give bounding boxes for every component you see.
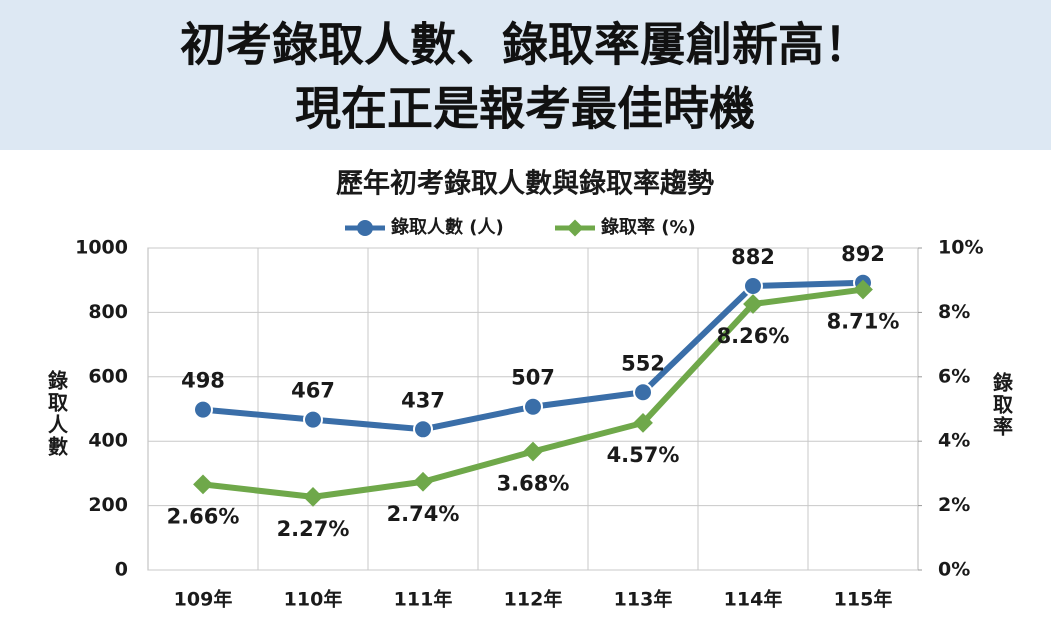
point <box>743 275 763 296</box>
data-label: 552 <box>621 351 665 375</box>
y-tick-label: 400 <box>88 430 128 452</box>
legend-label: 錄取率 (%) <box>601 216 696 238</box>
x-tick-label: 109年 <box>174 588 233 611</box>
banner <box>0 0 1051 150</box>
x-tick-label: 115年 <box>834 588 893 611</box>
x-tick-label: 114年 <box>724 588 783 611</box>
data-label: 8.26% <box>717 324 790 348</box>
legend-label: 錄取人數 (人) <box>391 216 504 238</box>
legend-marker <box>357 220 373 236</box>
banner-title: 初考錄取人數、錄取率屢創新高！ <box>180 18 870 72</box>
data-label: 3.68% <box>497 472 570 496</box>
y2-tick-label: 10% <box>938 237 983 259</box>
y-tick-label: 600 <box>88 365 128 387</box>
y-tick-label: 0 <box>115 559 128 581</box>
data-label: 8.71% <box>827 310 900 334</box>
y-tick-label: 800 <box>88 301 128 323</box>
point <box>633 412 653 433</box>
x-tick-label: 110年 <box>284 588 343 611</box>
y2-tick-label: 4% <box>938 430 970 452</box>
y2-tick-label: 2% <box>938 494 970 516</box>
data-label: 2.66% <box>167 504 240 528</box>
point <box>413 419 433 440</box>
data-label: 2.74% <box>387 502 460 526</box>
data-label: 498 <box>181 369 225 393</box>
banner-subtitle: 現在正是報考最佳時機 <box>295 82 755 136</box>
point <box>193 474 213 495</box>
data-label: 467 <box>291 379 335 403</box>
y-tick-label: 200 <box>88 494 128 516</box>
point <box>523 441 543 462</box>
y2-axis-label: 錄取率 <box>990 371 1014 438</box>
data-label: 2.27% <box>277 517 350 541</box>
x-tick-label: 113年 <box>614 588 673 611</box>
y2-tick-label: 6% <box>938 365 970 387</box>
point <box>413 471 433 492</box>
y-axis-label: 錄取人數 <box>45 369 69 458</box>
point <box>523 396 543 417</box>
data-label: 437 <box>401 388 445 412</box>
data-label: 892 <box>841 242 885 266</box>
y2-tick-label: 8% <box>938 301 970 323</box>
data-label: 882 <box>731 245 775 269</box>
chart-title: 歷年初考錄取人數與錄取率趨勢 <box>336 168 714 200</box>
point <box>853 279 873 300</box>
point <box>633 382 653 403</box>
point <box>743 294 763 314</box>
data-label: 507 <box>511 366 555 390</box>
x-tick-label: 111年 <box>394 588 453 611</box>
y2-tick-label: 0% <box>938 559 970 581</box>
y-tick-label: 1000 <box>75 237 128 259</box>
x-tick-label: 112年 <box>504 588 563 611</box>
point <box>303 487 323 507</box>
point <box>193 399 213 420</box>
point <box>303 409 323 430</box>
legend-marker <box>566 219 584 237</box>
data-label: 4.57% <box>607 443 680 467</box>
